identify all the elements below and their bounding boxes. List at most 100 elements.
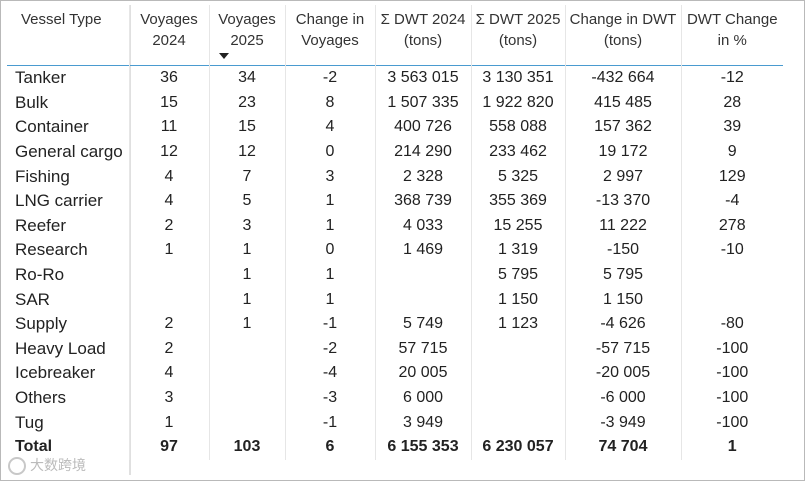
table-cell: -4 (725, 192, 740, 210)
total-cell: 6 230 057 (471, 434, 566, 460)
table-cell: 2 (129, 213, 210, 239)
table-cell (375, 262, 472, 288)
table-row: Fishing 4 7 3 2 328 5 325 2 997 129 (7, 164, 783, 189)
table-cell: 19 172 (565, 139, 682, 165)
vessel-type-cell: General cargo (7, 139, 130, 165)
table-cell: 1 (285, 262, 376, 288)
table-cell: 34 (209, 65, 286, 91)
table-cell: 12 (209, 139, 286, 165)
table-cell: 278 (718, 216, 746, 234)
table-cell: 11 222 (565, 213, 682, 239)
table-cell: 2 328 (375, 164, 472, 189)
table-cell (375, 287, 472, 312)
header-voyages-2025[interactable]: Voyages 2025 (209, 5, 286, 66)
header-change-voyages[interactable]: Change in Voyages (285, 5, 376, 66)
table-cell: -1 (285, 311, 376, 337)
table-cell: 15 (209, 115, 286, 140)
table-cell: 7 (209, 164, 286, 189)
table-cell: 8 (285, 90, 376, 116)
table-row: General cargo 12 12 0 214 290 233 462 19 172 9 (7, 139, 783, 165)
table-cell: 1 (285, 213, 376, 239)
table-cell (471, 361, 566, 386)
watermark-logo-icon (8, 457, 26, 476)
table-cell: 1 (209, 238, 286, 263)
table-cell: -6 000 (565, 385, 682, 411)
vessel-type-cell: Tug (7, 410, 130, 435)
vessel-type-cell: Reefer (7, 213, 130, 239)
table-cell: 57 715 (375, 336, 472, 362)
table-cell: 15 255 (471, 213, 566, 239)
table-cell: 4 (129, 164, 210, 189)
table-cell: -3 949 (565, 410, 682, 435)
table-cell: 1 (129, 238, 210, 263)
vessel-table: Vessel Type Voyages 2024 Voyages 2025 Ch… (7, 5, 783, 460)
table-cell: 1 (209, 311, 286, 337)
table-cell: -100 (716, 413, 749, 431)
table-cell (209, 410, 286, 435)
header-dwt-2024[interactable]: Σ DWT 2024 (tons) (375, 5, 472, 66)
table-cell: 214 290 (375, 139, 472, 165)
table-cell: 15 (129, 90, 210, 116)
table-cell: 1 123 (471, 311, 566, 337)
table-cell: -4 626 (565, 311, 682, 337)
table-cell: 6 000 (375, 385, 472, 411)
table-cell: 4 (129, 188, 210, 214)
header-dwt-change-pct[interactable]: DWT Change in % (686, 11, 778, 49)
vessel-type-cell: Fishing (7, 164, 130, 189)
table-cell: -100 (716, 364, 749, 382)
table-cell (129, 287, 210, 312)
vessel-type-cell: Container (7, 115, 130, 140)
table-cell: -10 (720, 241, 744, 259)
total-cell: 6 (285, 434, 376, 460)
table-cell: -100 (716, 339, 749, 357)
vessel-type-cell: Ro-Ro (7, 262, 130, 288)
vessel-type-cell: Heavy Load (7, 336, 130, 362)
sort-desc-icon (218, 53, 229, 59)
header-vessel-type[interactable]: Vessel Type (7, 5, 130, 66)
header-dwt-2025[interactable]: Σ DWT 2025 (tons) (471, 5, 566, 66)
table-row: Icebreaker 4 -4 20 005 -20 005 -100 (7, 361, 783, 386)
table-cell: 0 (285, 139, 376, 165)
table-cell (681, 287, 783, 312)
table-cell: 0 (285, 238, 376, 263)
table-row: Others 3 -3 6 000 -6 000 -100 (7, 385, 783, 411)
table-cell: -57 715 (565, 336, 682, 362)
total-cell: 97 (129, 434, 210, 460)
table-cell: -80 (720, 315, 744, 333)
table-cell (209, 336, 286, 362)
table-cell: 1 507 335 (375, 90, 472, 116)
vessel-type-cell: Bulk (7, 90, 130, 116)
table-cell: 5 (209, 188, 286, 214)
table-cell (129, 262, 210, 288)
table-cell: 5 795 (471, 262, 566, 288)
table-cell: 4 (129, 361, 210, 386)
table-cell: 20 005 (375, 361, 472, 386)
table-row: Bulk 15 23 8 1 507 335 1 922 820 415 485 28 (7, 90, 783, 116)
table-cell: 1 (285, 188, 376, 214)
table-row: Ro-Ro 1 1 5 795 5 795 (7, 262, 783, 288)
table-row: Supply 2 1 -1 5 749 1 123 -4 626 -80 (7, 311, 783, 337)
table-cell: 4 033 (375, 213, 472, 239)
table-cell: 3 563 015 (375, 65, 472, 91)
table-cell: -13 370 (565, 188, 682, 214)
table-cell: 129 (718, 167, 746, 185)
table-cell: 558 088 (471, 115, 566, 140)
table-cell: 39 (723, 118, 742, 136)
table-cell: 12 (129, 139, 210, 165)
table-cell: 1 150 (565, 287, 682, 312)
table-cell: -4 (285, 361, 376, 386)
table-cell: 1 319 (471, 238, 566, 263)
table-cell: 157 362 (565, 115, 682, 140)
table-row: SAR 1 1 1 150 1 150 (7, 287, 783, 312)
table-cell: 3 130 351 (471, 65, 566, 91)
table-cell: 36 (129, 65, 210, 91)
total-cell: 103 (209, 434, 286, 460)
table-cell: 3 949 (375, 410, 472, 435)
table-cell: 368 739 (375, 188, 472, 214)
vessel-type-cell: Supply (7, 311, 130, 337)
header-voyages-2024[interactable]: Voyages 2024 (129, 5, 210, 66)
table-cell (471, 410, 566, 435)
vessel-type-cell: Icebreaker (7, 361, 130, 386)
header-change-dwt[interactable]: Change in DWT (tons) (565, 5, 682, 66)
table-cell: -2 (285, 336, 376, 362)
